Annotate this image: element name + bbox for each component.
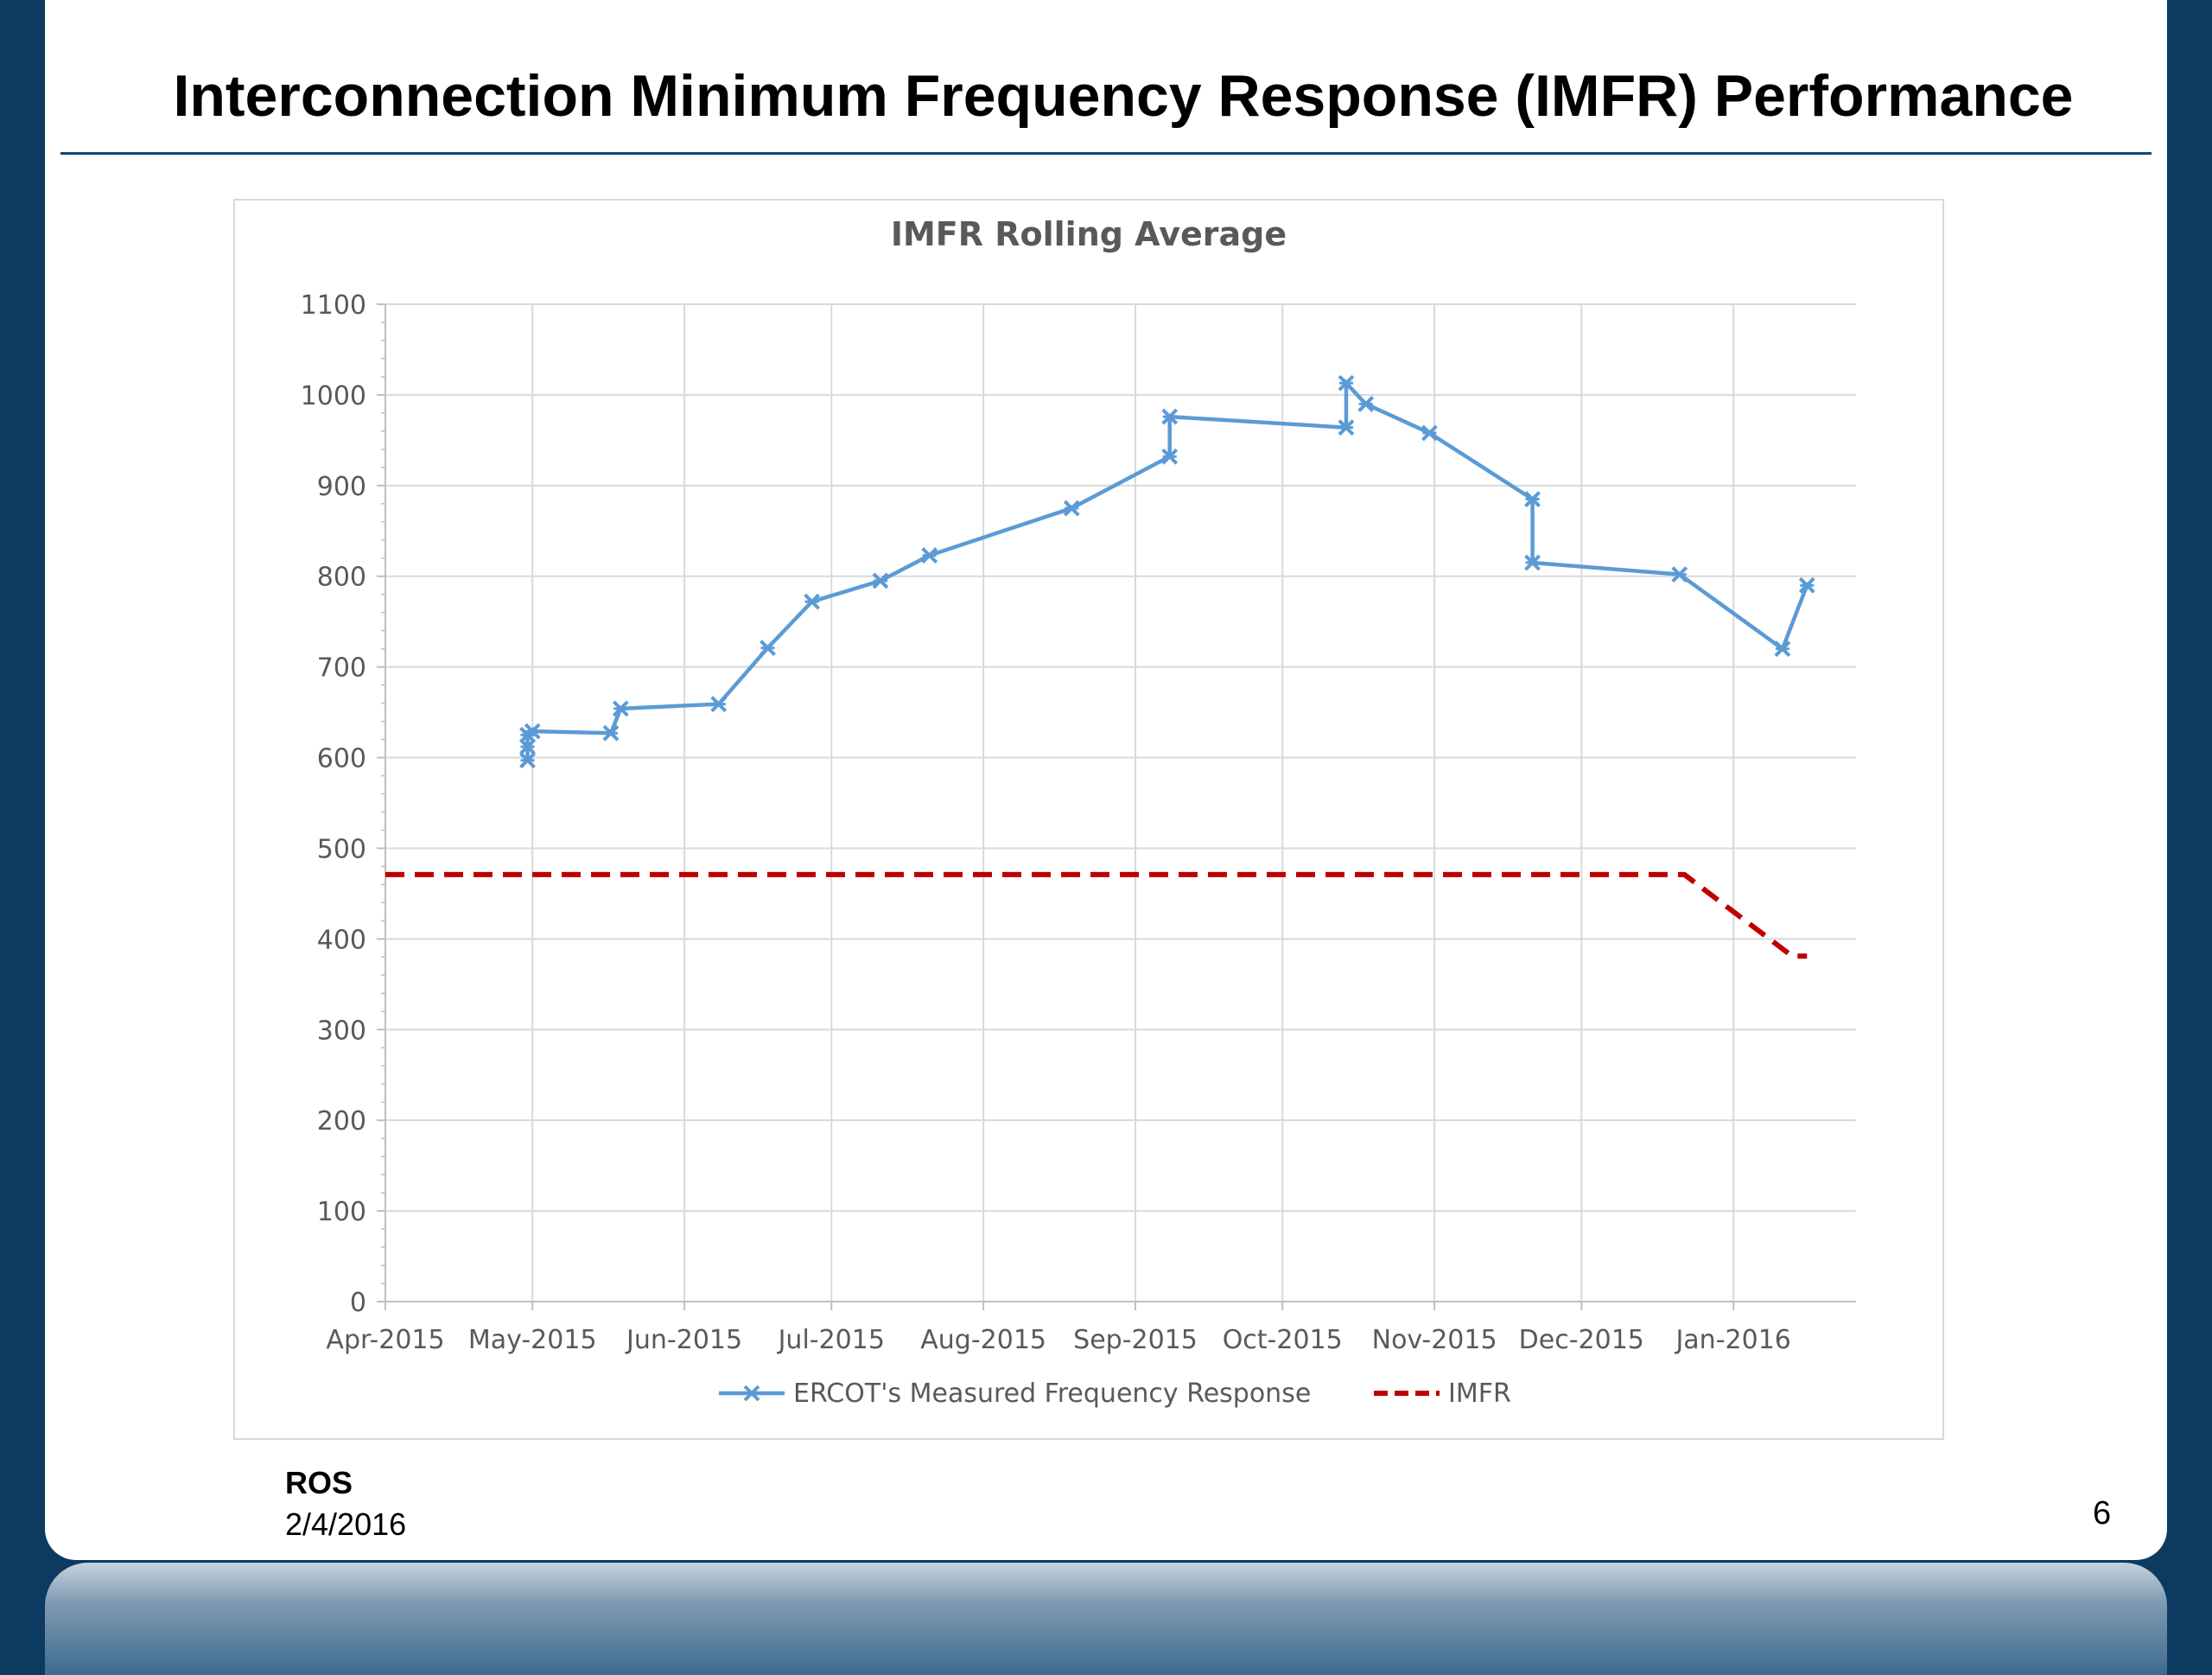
legend-imfr-label: IMFR [1448,1379,1511,1409]
slide-title: Interconnection Minimum Frequency Respon… [173,63,2074,129]
x-tick-label: Aug-2015 [920,1325,1046,1355]
footer-date: 2/4/2016 [285,1506,407,1542]
x-tick-label: Jul-2015 [777,1325,885,1355]
data-point [1338,419,1355,436]
chart-title: IMFR Rolling Average [891,215,1287,253]
x-tick-label: Jun-2015 [625,1325,742,1355]
data-point [872,572,889,589]
slide: Interconnection Minimum Frequency Respon… [45,0,2167,1560]
legend-measured-marker [743,1385,760,1402]
y-tick-label: 600 [317,744,366,774]
axes: 0 100 200 300 400 500 600 700 800 900 1000 1100 Apr-… [301,290,1856,1355]
data-point [1671,566,1688,583]
gridlines [385,303,1856,1302]
title-divider [60,152,2152,155]
y-tick-label: 900 [317,472,366,502]
chart-container: IMFR Rolling Average 0 100 200 300 400 500 600… [233,199,1944,1440]
x-tick-label: Dec-2015 [1519,1325,1644,1355]
y-tick-label: 100 [317,1197,366,1227]
data-point [760,640,776,657]
legend-measured-label: ERCOT's Measured Frequency Response [793,1379,1311,1409]
y-tick-label: 1100 [301,290,366,321]
x-tick-label: Jan-2016 [1674,1325,1790,1355]
page-number: 6 [2093,1495,2112,1532]
y-tick-label: 0 [350,1288,366,1318]
data-point [524,723,541,740]
chart-svg: IMFR Rolling Average 0 100 200 300 400 500 600… [301,215,1856,1409]
y-tick-label: 1000 [301,381,366,411]
data-point [1338,374,1355,392]
data-point [921,547,938,564]
data-point [1161,448,1179,465]
x-tick-label: May-2015 [468,1325,597,1355]
data-point [804,593,820,610]
data-point [519,752,536,769]
y-tick-label: 800 [317,563,366,593]
data-point [612,700,629,717]
imfr-line [385,871,1808,959]
data-point [519,738,536,755]
x-tick-label: Oct-2015 [1223,1325,1343,1355]
data-point [602,724,620,742]
y-tick-label: 200 [317,1106,366,1137]
data-point [1524,554,1541,571]
y-tick-label: 300 [317,1016,366,1046]
data-point [1524,491,1541,507]
data-point [710,696,728,713]
data-point [1774,640,1791,658]
x-tick-label: Nov-2015 [1372,1325,1497,1355]
series [385,374,1815,959]
y-tick-label: 400 [317,925,366,955]
y-tick-label: 500 [317,834,366,864]
legend: ERCOT's Measured Frequency Response IMFR [719,1379,1511,1409]
data-point [1063,500,1080,517]
y-tick-label: 700 [317,653,366,684]
data-point [1357,395,1375,412]
bottom-decoration-bar [45,1563,2167,1675]
data-point [1798,576,1815,594]
x-tick-label: Apr-2015 [326,1325,444,1355]
footer-organization: ROS [285,1465,353,1500]
x-tick-label: Sep-2015 [1073,1325,1198,1355]
data-point [1161,408,1179,425]
data-point [1421,424,1438,442]
